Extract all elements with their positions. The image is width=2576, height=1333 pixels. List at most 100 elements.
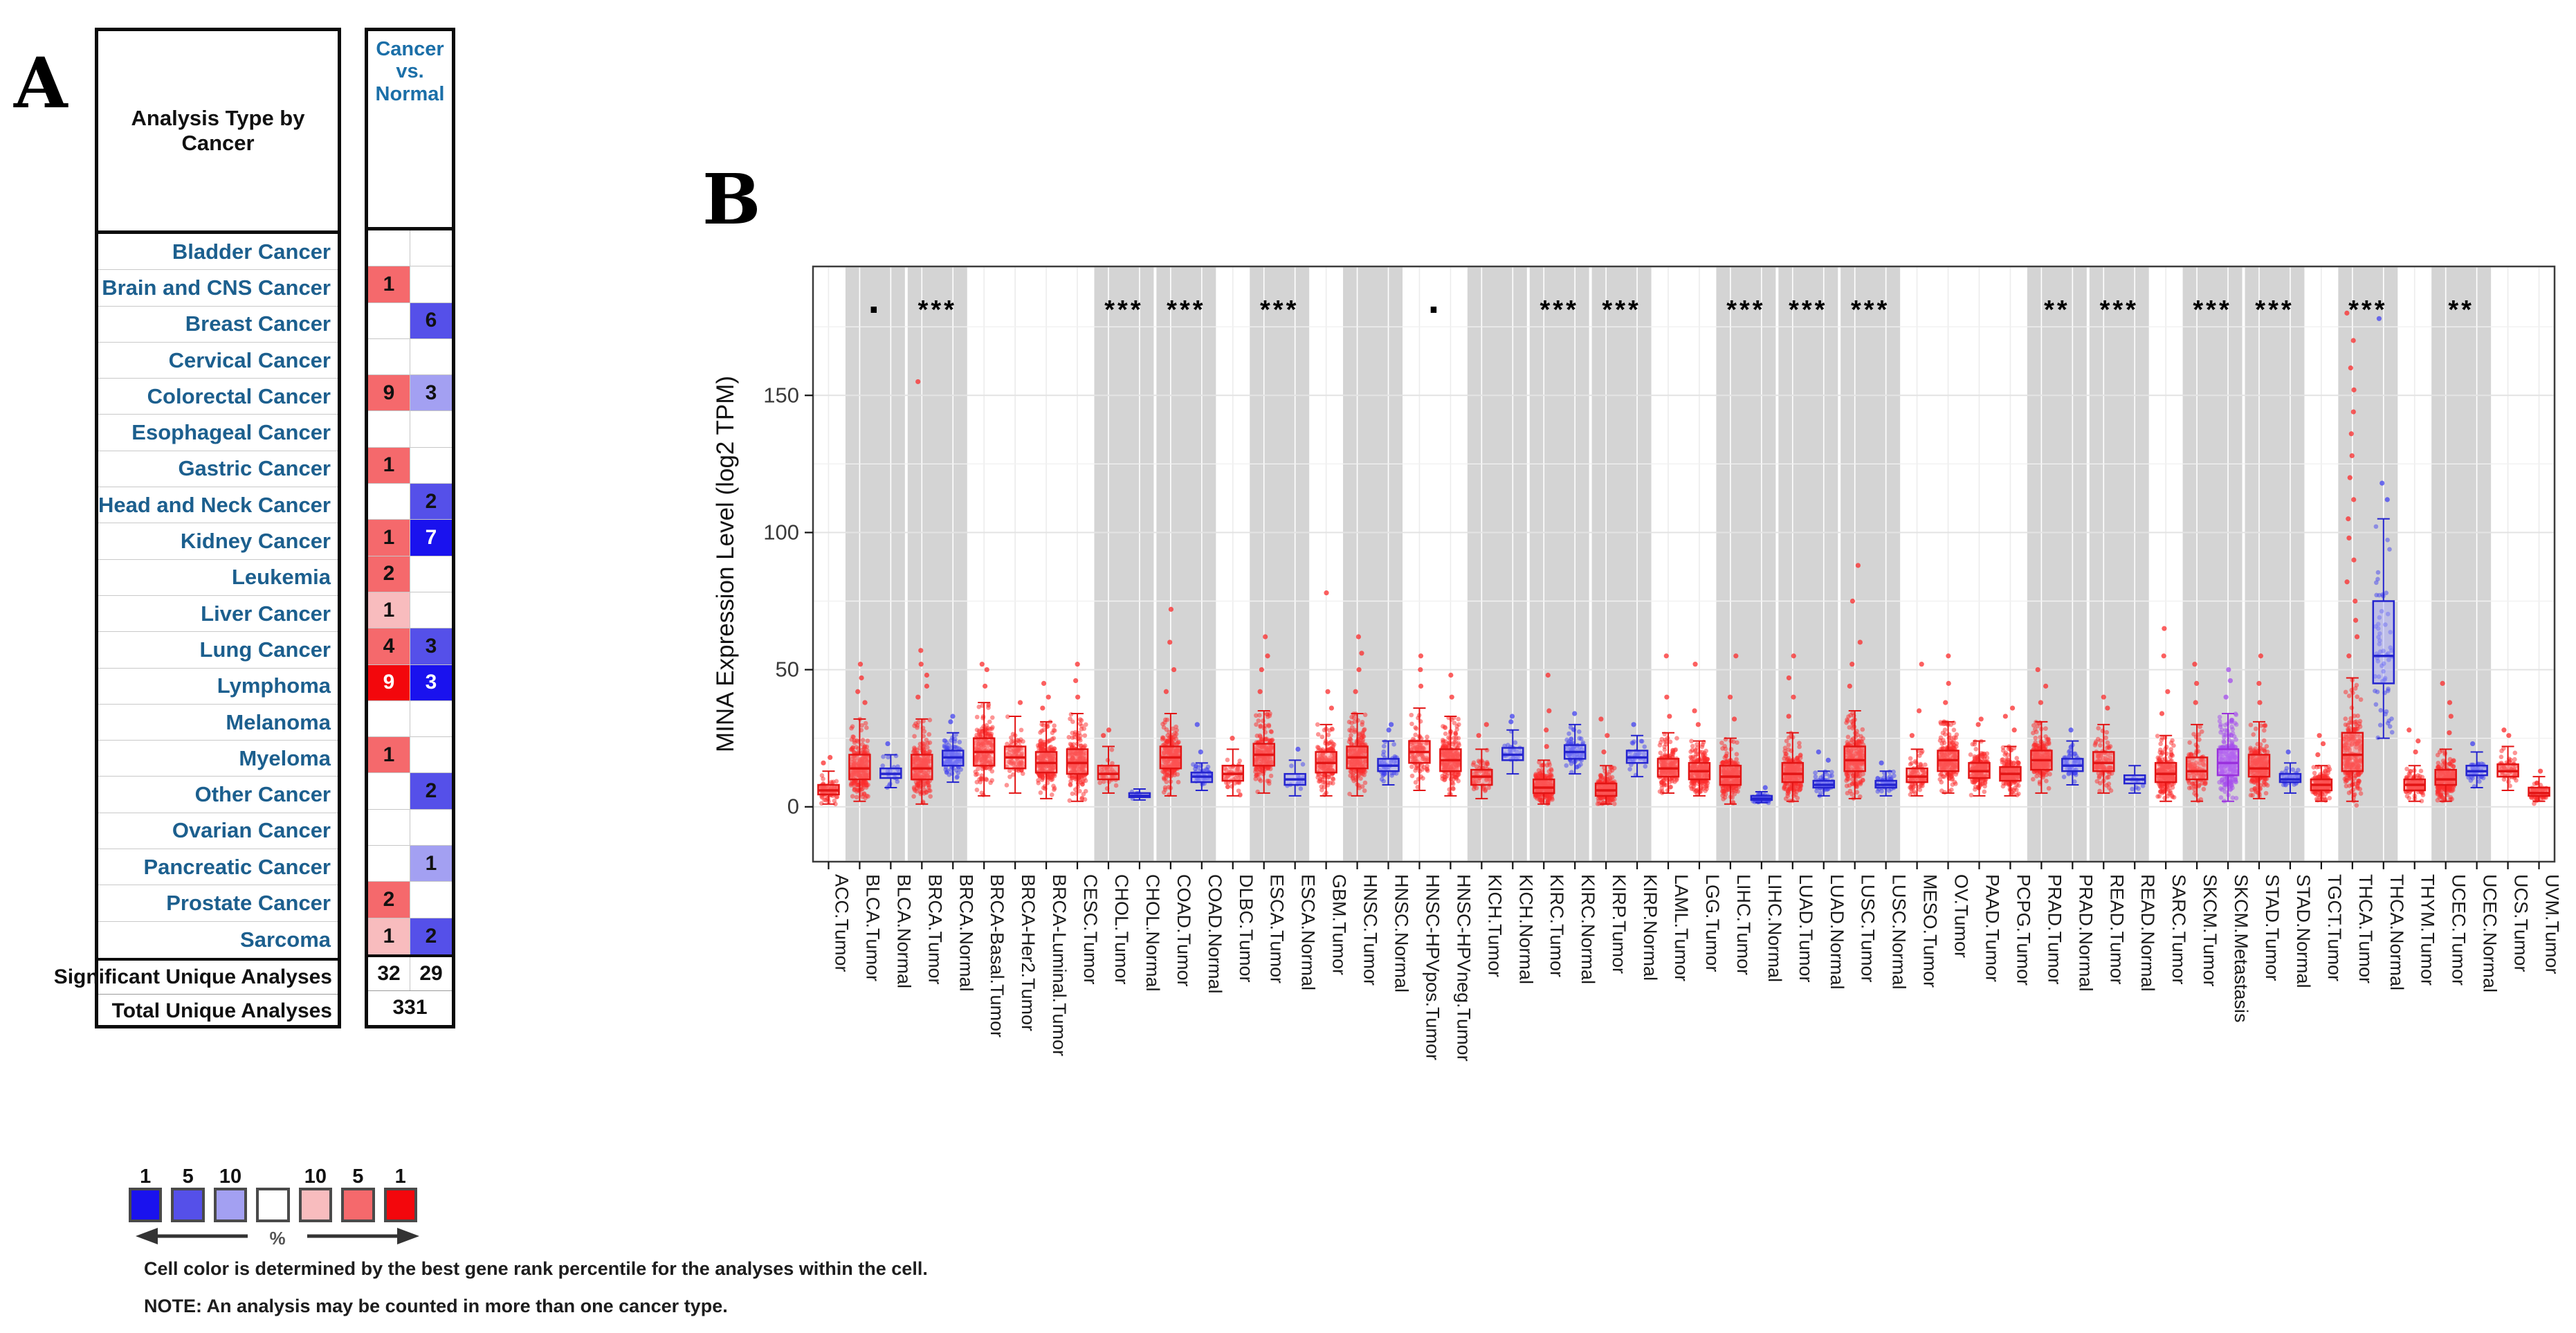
boxplot-HNSC.Normal	[1377, 722, 1400, 786]
cancer-type-label: Melanoma	[226, 709, 331, 734]
x-tick-label: SARC.Tumor	[2168, 874, 2189, 985]
boxplot-THCA.Tumor	[2341, 310, 2364, 808]
under-expression-cell: 2	[410, 918, 452, 954]
cancer-type-row: Colorectal Cancer	[98, 379, 338, 415]
cancer-type-label: Head and Neck Cancer	[98, 492, 331, 517]
outlier-point	[1946, 653, 1951, 659]
cancer-type-row: Cervical Cancer	[98, 343, 338, 379]
under-expression-cell: 3	[410, 628, 452, 664]
boxplot-SKCM.Tumor	[2185, 662, 2209, 804]
boxplot-OV.Tumor	[1937, 653, 1960, 795]
boxplot-PRAD.Tumor	[2030, 666, 2053, 794]
under-expression-cell	[410, 592, 452, 628]
outlier-point	[1017, 700, 1023, 705]
outlier-point	[979, 662, 985, 667]
outlier-point	[948, 719, 953, 725]
over-expression-cell: 1	[368, 447, 410, 484]
legend-label: 1	[394, 1166, 406, 1188]
outlier-point	[1598, 716, 1604, 722]
cancer-type-label: Lymphoma	[217, 673, 331, 698]
under-expression-cell: 6	[410, 302, 452, 338]
outlier-point	[857, 662, 864, 667]
outlier-point	[1353, 689, 1358, 694]
outlier-point	[1692, 708, 1697, 714]
outlier-point	[1733, 653, 1739, 659]
value-cell-row	[368, 411, 452, 448]
outlier-point	[2043, 683, 2049, 689]
cohort-band	[1591, 267, 1652, 861]
outlier-point	[1168, 606, 1174, 612]
outlier-point	[1546, 708, 1552, 714]
outlier-point	[885, 741, 890, 747]
significance-mark: ***	[1726, 296, 1765, 325]
outlier-point	[2347, 475, 2353, 480]
boxplot-BRCA-Basal.Tumor	[972, 662, 996, 797]
cancer-type-row: Kidney Cancer	[98, 523, 338, 560]
under-expression-cell: 7	[410, 520, 452, 556]
boxplot-THCA.Normal	[2372, 316, 2395, 741]
cancer-type-row: Gastric Cancer	[98, 451, 338, 488]
value-cell-row	[368, 809, 452, 846]
x-tick-label: PCPG.Tumor	[2013, 874, 2034, 986]
outlier-point	[2379, 480, 2385, 486]
value-cell-row: 1	[368, 266, 452, 303]
outlier-point	[983, 683, 988, 689]
cancer-vs-normal-header-cell: Cancer vs. Normal	[368, 31, 452, 230]
significance-mark: **	[2044, 296, 2070, 325]
x-tick-label: UCEC.Tumor	[2449, 874, 2469, 986]
x-tick-label: KICH.Tumor	[1484, 874, 1505, 977]
outlier-point	[1849, 662, 1855, 667]
analysis-type-table: Analysis Type by Cancer Bladder Cancer Br…	[54, 28, 341, 1028]
cancer-type-label: Other Cancer	[194, 782, 331, 807]
boxplot-SARC.Tumor	[2154, 626, 2177, 802]
x-tick-label: COAD.Tumor	[1173, 874, 1194, 987]
legend-arrows: %	[129, 1225, 426, 1249]
outlier-point	[1664, 694, 1670, 700]
outlier-point	[1605, 733, 1610, 738]
outlier-point	[1508, 719, 1514, 725]
outlier-point	[2415, 738, 2421, 744]
significance-mark: ***	[2193, 296, 2231, 325]
right-arrow-icon	[397, 1228, 419, 1244]
outlier-point	[1356, 666, 1362, 673]
outlier-point	[1791, 694, 1796, 700]
cancer-type-row: Head and Neck Cancer	[98, 487, 338, 524]
boxplot-UCEC.Tumor	[2434, 680, 2457, 804]
outlier-point	[2315, 752, 2321, 758]
boxplot-READ.Normal	[2123, 765, 2146, 794]
outlier-point	[1359, 651, 1364, 656]
under-expression-cell	[410, 411, 452, 447]
outlier-point	[2349, 453, 2355, 459]
x-tick-label: ACC.Tumor	[831, 874, 852, 972]
outlier-point	[1418, 653, 1424, 659]
outlier-point	[2105, 705, 2110, 711]
outlier-point	[1167, 640, 1173, 645]
outlier-point	[918, 648, 924, 653]
boxplot-HNSC-HPVpos.Tumor	[1408, 653, 1431, 791]
outlier-point	[1045, 694, 1051, 700]
x-tick-label: TGCT.Tumor	[2324, 874, 2345, 981]
outlier-point	[1631, 722, 1636, 727]
boxplot-MESO.Tumor	[1906, 662, 1928, 797]
cancer-type-label: Colorectal Cancer	[147, 383, 331, 408]
under-expression-cell	[410, 338, 452, 375]
significant-down-count: 29	[410, 956, 452, 990]
value-cell-row: 2	[368, 773, 452, 810]
outlier-point	[1476, 733, 1481, 738]
x-tick-label: OV.Tumor	[1951, 874, 1972, 958]
boxplot-LUSC.Normal	[1874, 760, 1897, 797]
analysis-table-title-cell: Analysis Type by Cancer	[98, 31, 338, 234]
outlier-point	[1946, 680, 1951, 686]
boxplot-HNSC-HPVneg.Tumor	[1439, 672, 1462, 797]
x-tick-label: UCEC.Normal	[2480, 874, 2501, 992]
significance-mark: ***	[1602, 296, 1641, 325]
outlier-point	[2350, 338, 2356, 343]
boxplot-BLCA.Normal	[879, 741, 902, 790]
significance-mark: ***	[1789, 296, 1827, 325]
cancer-type-label: Breast Cancer	[185, 311, 331, 336]
cancer-type-label: Leukemia	[231, 565, 331, 590]
cancer-type-row: Breast Cancer	[98, 307, 338, 343]
